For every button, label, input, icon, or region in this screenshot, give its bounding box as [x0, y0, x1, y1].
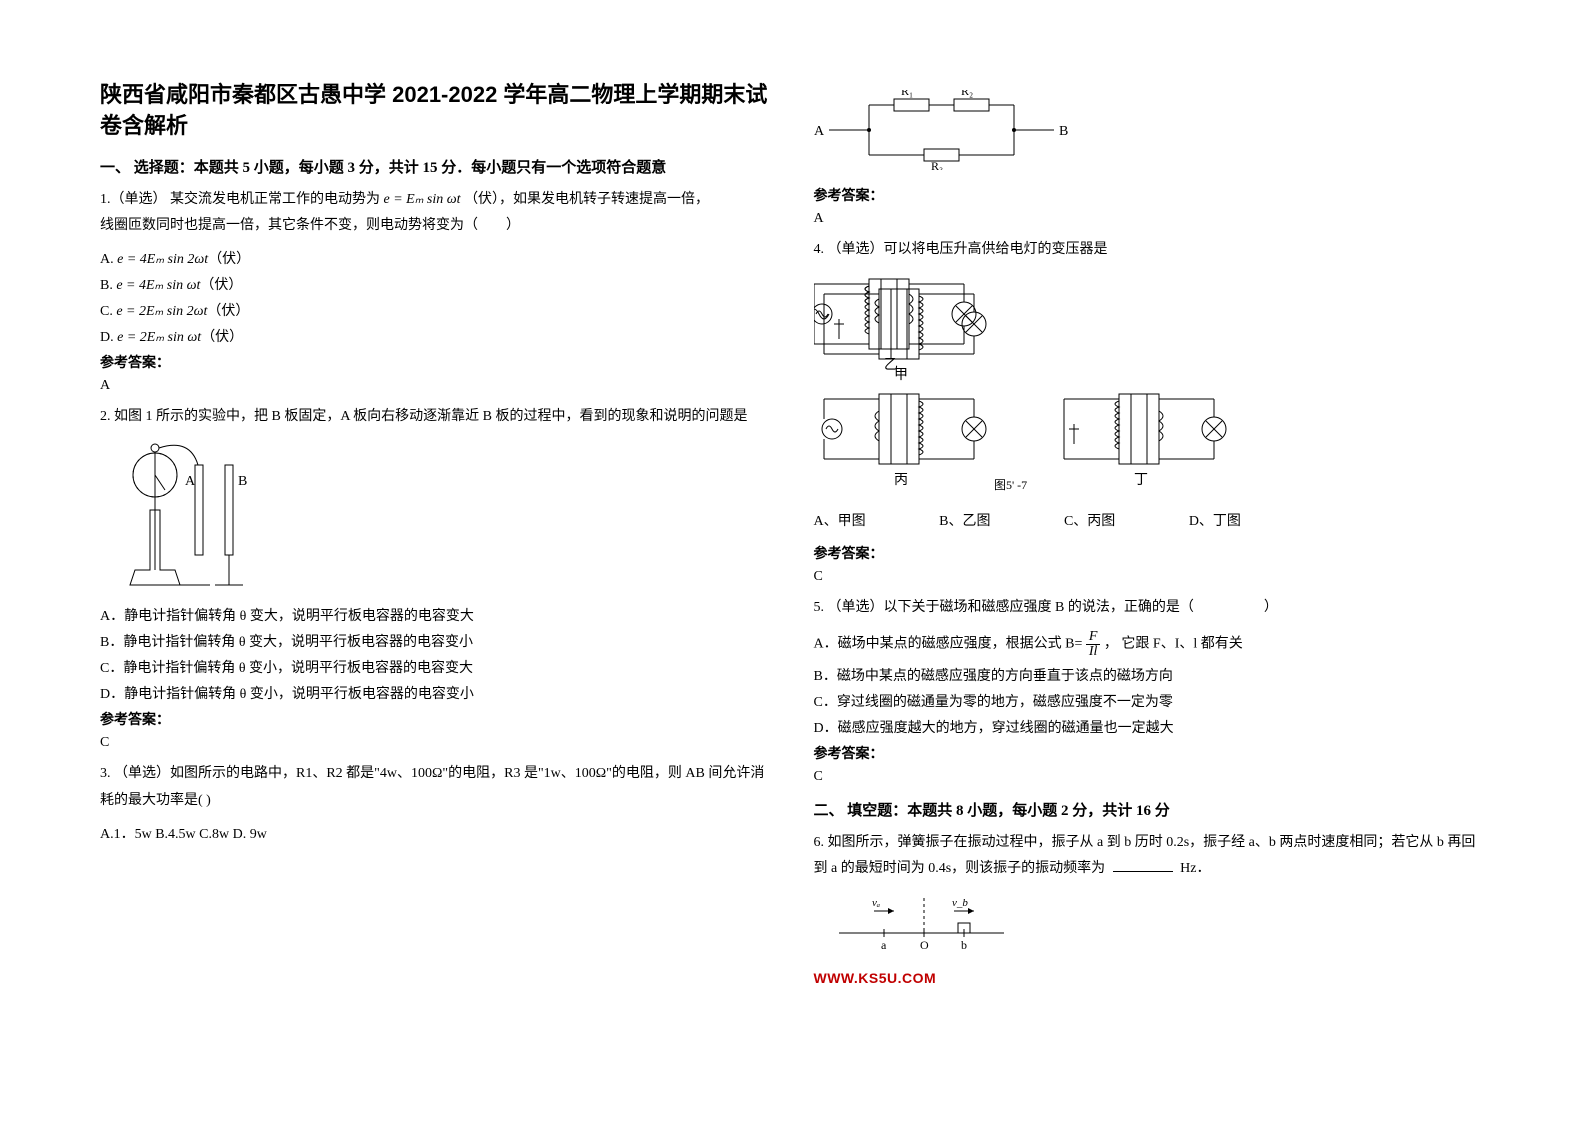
q5-ans-label: 参考答案： — [814, 743, 1488, 763]
q2-opt-d: D．静电计指针偏转角 θ 变小，说明平行板电容器的电容变小 — [100, 683, 774, 703]
q4-opts: A、甲图 B、乙图 C、丙图 D、丁图 — [814, 509, 1488, 536]
svg-text:a: a — [881, 938, 887, 952]
q3-opts: A.1．5w B.4.5w C.8w D. 9w — [100, 823, 774, 843]
q4-opt-a: A、甲图 — [814, 509, 866, 536]
svg-text:A: A — [185, 474, 196, 489]
label-R2: R₂ — [961, 90, 973, 98]
q1-opt-a-suf: （伏） — [208, 252, 250, 267]
q1-opt-b-pre: B. — [100, 278, 116, 293]
q1-opt-c: C. e = 2Eₘ sin 2ωt（伏） — [100, 300, 774, 320]
q2-opt-a: A．静电计指针偏转角 θ 变大，说明平行板电容器的电容变大 — [100, 605, 774, 625]
q5-opt-d: D．磁感应强度越大的地方，穿过线圈的磁通量也一定越大 — [814, 717, 1488, 737]
q1-opt-c-f: e = 2Eₘ sin 2ωt — [116, 304, 207, 319]
q5-ans: C — [814, 769, 1488, 785]
q5-opt-a-a: A．磁场中某点的磁感应强度，根据公式 B= — [814, 637, 1083, 652]
q5-frac-den: Il — [1086, 645, 1101, 659]
q5-opt-a: A．磁场中某点的磁感应强度，根据公式 B= F Il ， 它跟 F、I、l 都有… — [814, 630, 1488, 659]
q1-opt-b-f: e = 4Eₘ sin ωt — [116, 278, 200, 293]
q1-opt-d: D. e = 2Eₘ sin ωt（伏） — [100, 326, 774, 346]
q1-opt-a-f: e = 4Eₘ sin 2ωt — [117, 252, 208, 267]
q4-ans-label: 参考答案： — [814, 543, 1488, 563]
label-B: B — [1059, 124, 1068, 139]
q1-ans-label: 参考答案： — [100, 352, 774, 372]
q1-stem-b: （伏），如果发电机转子转速提高一倍， — [464, 192, 709, 207]
q1-opt-c-pre: C. — [100, 304, 116, 319]
q3-figure: A R₁ R₂ R₃ — [814, 90, 1488, 175]
svg-text:B: B — [238, 474, 247, 489]
q2-ans-label: 参考答案： — [100, 709, 774, 729]
q1-opt-d-pre: D. — [100, 330, 117, 345]
q3-stem: 3. （单选）如图所示的电路中，R1、R2 都是"4w、100Ω"的电阻，R3 … — [100, 761, 774, 814]
svg-text:丙: 丙 — [894, 473, 908, 488]
q1-stem-a: 1.（单选） 某交流发电机正常工作的电动势为 — [100, 192, 380, 207]
q2-opt-b: B．静电计指针偏转角 θ 变大，说明平行板电容器的电容变小 — [100, 631, 774, 651]
q2-opt-c: C．静电计指针偏转角 θ 变小，说明平行板电容器的电容变大 — [100, 657, 774, 677]
q1-opt-a-pre: A. — [100, 252, 117, 267]
watermark: WWW.KS5U.COM — [814, 970, 1488, 986]
q2-figure: A B — [120, 440, 774, 595]
q1-ans: A — [100, 378, 774, 394]
section-1-title: 一、 选择题：本题共 5 小题，每小题 3 分，共计 15 分．每小题只有一个选… — [100, 156, 774, 177]
q1-opt-a: A. e = 4Eₘ sin 2ωt（伏） — [100, 248, 774, 268]
q1-formula: e = Eₘ sin ωt — [384, 192, 461, 207]
q5-opt-c: C．穿过线圈的磁通量为零的地方，磁感应强度不一定为零 — [814, 691, 1488, 711]
svg-text:vₐ: vₐ — [872, 897, 880, 909]
q6-stem: 6. 如图所示，弹簧振子在振动过程中，振子从 a 到 b 历时 0.2s，振子经… — [814, 830, 1488, 883]
q1-opt-b-suf: （伏） — [200, 278, 242, 293]
q6-stem-b: Hz． — [1180, 861, 1210, 876]
svg-text:v_b: v_b — [952, 897, 968, 909]
q1-opt-d-suf: （伏） — [201, 330, 243, 345]
svg-text:丁: 丁 — [1134, 473, 1148, 488]
svg-text:O: O — [920, 938, 929, 952]
svg-text:图5' -7: 图5' -7 — [994, 478, 1027, 492]
label-R3: R₃ — [931, 159, 943, 170]
q5-opt-a-b: ， 它跟 F、I、l 都有关 — [1104, 637, 1243, 652]
q1-opt-d-f: e = 2Eₘ sin ωt — [117, 330, 201, 345]
svg-text:乙: 乙 — [884, 357, 898, 373]
label-A: A — [814, 124, 825, 139]
svg-text:b: b — [961, 938, 967, 952]
q4-opt-b: B、乙图 — [939, 509, 990, 536]
q3-ans: A — [814, 211, 1488, 227]
q3-ans-label: 参考答案： — [814, 185, 1488, 205]
q4-opt-d: D、丁图 — [1189, 509, 1241, 536]
q5-stem: 5. （单选）以下关于磁场和磁感应强度 B 的说法，正确的是（ ） — [814, 595, 1488, 622]
q1-opt-c-suf: （伏） — [207, 304, 249, 319]
q1-stem: 1.（单选） 某交流发电机正常工作的电动势为 e = Eₘ sin ωt （伏）… — [100, 187, 774, 240]
q6-blank — [1113, 857, 1173, 872]
q2-ans: C — [100, 735, 774, 751]
q5-opt-b: B．磁场中某点的磁感应强度的方向垂直于该点的磁场方向 — [814, 665, 1488, 685]
q4-opt-c: C、丙图 — [1064, 509, 1115, 536]
page-title: 陕西省咸阳市秦都区古愚中学 2021-2022 学年高二物理上学期期末试卷含解析 — [100, 80, 774, 142]
q4-stem: 4. （单选）可以将电压升高供给电灯的变压器是 — [814, 237, 1488, 264]
q1-opt-b: B. e = 4Eₘ sin ωt（伏） — [100, 274, 774, 294]
q2-stem: 2. 如图 1 所示的实验中，把 B 板固定，A 板向右移动逐渐靠近 B 板的过… — [100, 404, 774, 431]
q6-figure: a O b vₐ v_b — [834, 893, 1488, 958]
q5-frac-num: F — [1086, 630, 1101, 645]
section-2-title: 二、 填空题：本题共 8 小题，每小题 2 分，共计 16 分 — [814, 799, 1488, 820]
q1-stem-c: 线圈匝数同时也提高一倍，其它条件不变，则电动势将变为（ ） — [100, 218, 520, 233]
label-R1: R₁ — [901, 90, 913, 98]
q4-figure: 甲 — [814, 274, 1488, 499]
q4-ans: C — [814, 569, 1488, 585]
